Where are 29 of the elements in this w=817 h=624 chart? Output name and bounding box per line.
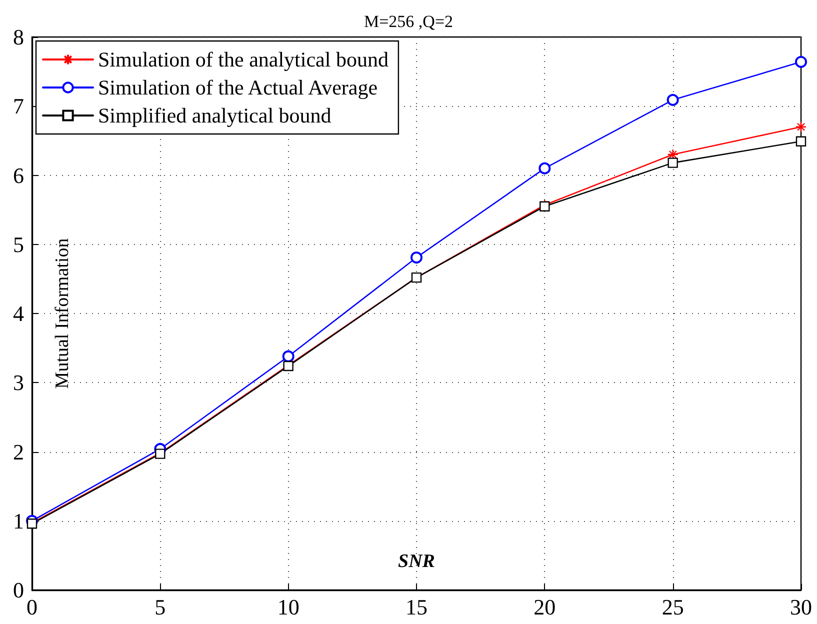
point [795,121,807,132]
y-tick-label: 0 [13,578,24,602]
y-tick-label: 2 [13,439,24,464]
x-tick-label: 20 [534,594,556,620]
x-tick-label: 15 [406,594,428,620]
x-tick-label: 5 [154,594,166,620]
point [666,94,679,106]
x-axis-title: SNR [398,551,435,572]
y-tick-label: 6 [13,162,24,188]
point [410,252,422,264]
legend-label: Simplified analytical bound [98,104,332,128]
point [282,350,294,362]
point [796,136,806,146]
y-tick-label: 5 [13,232,24,257]
y-tick-label: 3 [13,370,24,396]
y-axis-title: Mutual Information [52,238,73,389]
y-tick-label: 7 [13,94,24,119]
legend-label: Simulation of the analytical bound [98,48,389,72]
y-tick-label: 4 [13,301,24,326]
chart-title: M=256 ,Q=2 [364,12,454,31]
point [668,158,678,168]
x-tick-label: 10 [277,594,300,620]
x-tick-label: 30 [790,594,812,620]
x-tick-label: 25 [662,594,684,620]
point [795,56,807,68]
point [538,162,551,174]
legend-label: Simulation of the Actual Average [98,76,378,100]
y-tick-label: 8 [13,24,24,50]
y-tick-label: 1 [13,508,24,534]
